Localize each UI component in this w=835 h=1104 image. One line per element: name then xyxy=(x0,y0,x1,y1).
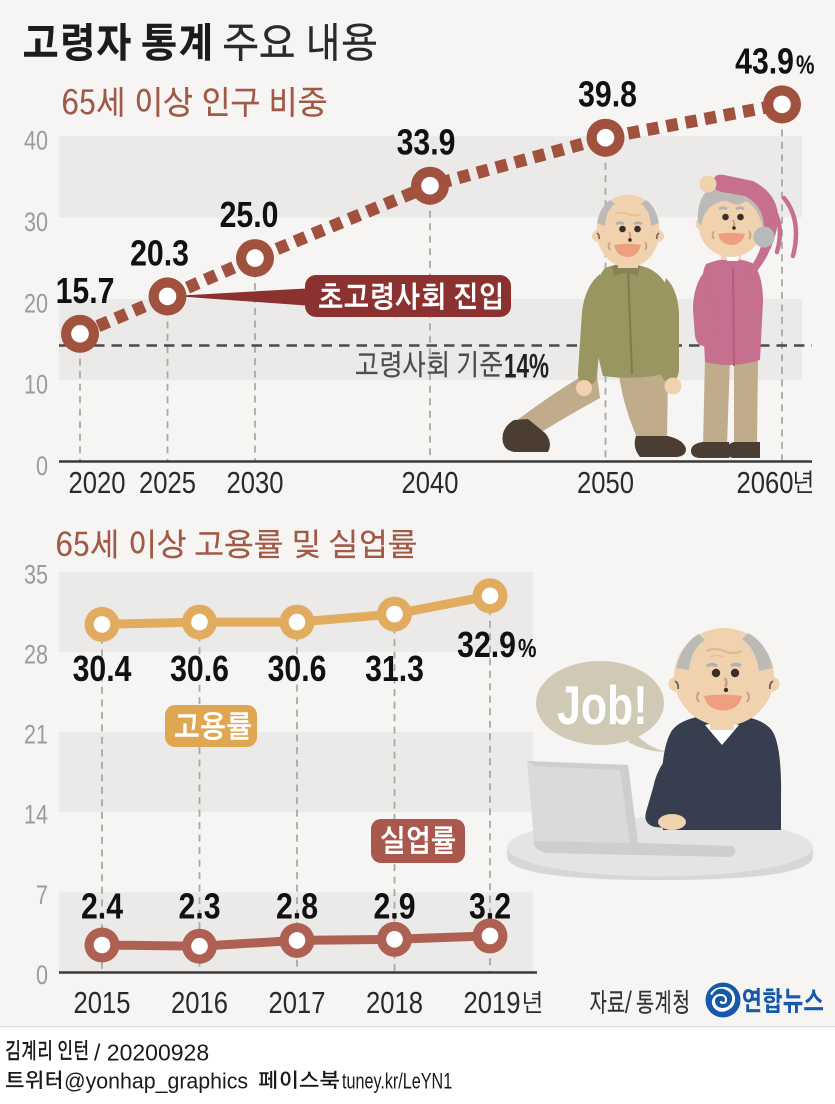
svg-text:%: % xyxy=(518,634,537,663)
svg-text:2017: 2017 xyxy=(269,986,326,1020)
svg-text:2016: 2016 xyxy=(171,986,228,1020)
svg-text:30: 30 xyxy=(24,208,48,238)
svg-text:%: % xyxy=(796,50,815,79)
svg-text:15.7: 15.7 xyxy=(56,271,115,311)
svg-text:2019: 2019 xyxy=(464,986,521,1020)
svg-text:25.0: 25.0 xyxy=(220,196,279,236)
svg-text:20: 20 xyxy=(24,289,48,319)
svg-text:21: 21 xyxy=(24,720,48,750)
svg-text:39.8: 39.8 xyxy=(578,75,637,115)
svg-text:30.6: 30.6 xyxy=(170,650,229,690)
svg-text:7: 7 xyxy=(36,881,48,911)
svg-text:2.8: 2.8 xyxy=(276,887,318,927)
svg-text:2.3: 2.3 xyxy=(178,887,220,927)
svg-text:10: 10 xyxy=(24,370,48,400)
svg-text:14%: 14% xyxy=(504,348,549,386)
svg-text:43.9: 43.9 xyxy=(735,42,794,82)
svg-text:Job!: Job! xyxy=(557,675,648,736)
svg-text:2040: 2040 xyxy=(402,466,459,500)
svg-text:30.6: 30.6 xyxy=(268,650,327,690)
svg-text:0: 0 xyxy=(36,452,48,482)
svg-text:20.3: 20.3 xyxy=(130,234,189,274)
svg-text:2018: 2018 xyxy=(366,986,423,1020)
svg-text:33.9: 33.9 xyxy=(397,123,456,163)
svg-text:2.4: 2.4 xyxy=(81,887,123,927)
svg-text:35: 35 xyxy=(24,560,48,590)
svg-text:32.9: 32.9 xyxy=(457,626,516,666)
svg-text:@yonhap_graphics: @yonhap_graphics xyxy=(64,1068,248,1093)
svg-text:31.3: 31.3 xyxy=(365,650,424,690)
svg-text:2015: 2015 xyxy=(74,986,131,1020)
svg-text:14: 14 xyxy=(24,801,48,831)
svg-text:30.4: 30.4 xyxy=(73,650,132,690)
svg-text:0: 0 xyxy=(36,961,48,991)
svg-text:2050: 2050 xyxy=(577,466,634,500)
svg-text:2060: 2060 xyxy=(737,466,794,500)
svg-text:3.2: 3.2 xyxy=(469,887,511,927)
svg-text:28: 28 xyxy=(24,640,48,670)
svg-text:2030: 2030 xyxy=(227,466,284,500)
svg-text:40: 40 xyxy=(24,126,48,156)
svg-text:2020: 2020 xyxy=(69,466,126,500)
svg-text:2.9: 2.9 xyxy=(373,887,415,927)
svg-text:tuney.kr/LeYN1: tuney.kr/LeYN1 xyxy=(342,1070,452,1094)
svg-text:/ 20200928: / 20200928 xyxy=(94,1040,209,1066)
svg-text:2025: 2025 xyxy=(139,466,196,500)
